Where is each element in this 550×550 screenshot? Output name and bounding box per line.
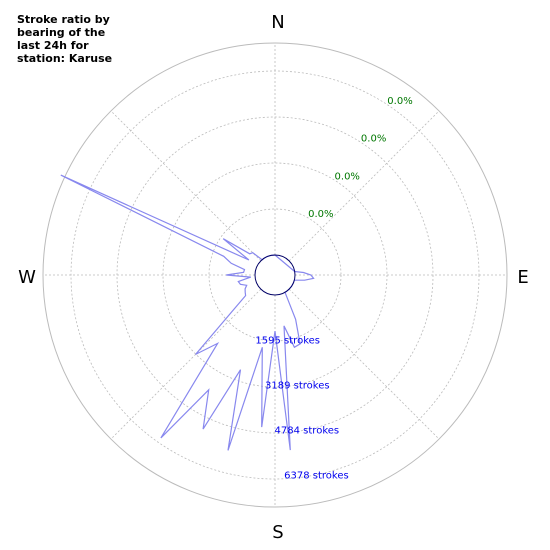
compass-south-label: S	[272, 522, 283, 543]
compass-west-label: W	[18, 267, 36, 288]
ring-label-ratio: 0.0%	[308, 209, 333, 220]
strokes-series-line	[60, 174, 315, 451]
center-circle	[254, 254, 296, 296]
ring-labels: 0.0% 0.0% 0.0% 0.0% 1595 strokes 3189 strokes…	[255, 96, 412, 482]
compass-east-label: E	[517, 267, 528, 288]
series-layer	[60, 174, 315, 451]
grid-spoke	[288, 288, 440, 440]
ring-label-ratio: 0.0%	[335, 171, 360, 182]
grid-spoke	[110, 288, 262, 440]
compass-north-label: N	[271, 12, 284, 33]
chart-title: Stroke ratio by bearing of the last 24h …	[17, 13, 113, 65]
grid-spoke	[288, 110, 440, 262]
ring-label-strokes: 3189 strokes	[265, 381, 330, 392]
outer-boundary-circle	[42, 42, 508, 508]
polar-grid	[42, 42, 508, 508]
ring-label-strokes: 6378 strokes	[284, 471, 349, 482]
ring-label-ratio: 0.0%	[387, 96, 412, 107]
ring-label-strokes: 4784 strokes	[275, 426, 340, 437]
grid-spoke	[110, 110, 262, 262]
ring-label-ratio: 0.0%	[361, 134, 386, 145]
ring-label-strokes: 1595 strokes	[255, 336, 320, 347]
